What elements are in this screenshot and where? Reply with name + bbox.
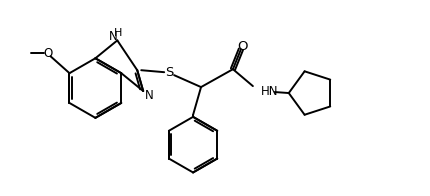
- Text: HN: HN: [261, 84, 278, 98]
- Text: O: O: [43, 47, 52, 60]
- Text: S: S: [165, 66, 173, 79]
- Text: H: H: [114, 28, 123, 38]
- Text: N: N: [109, 30, 118, 43]
- Text: N: N: [145, 89, 154, 102]
- Text: O: O: [238, 40, 248, 53]
